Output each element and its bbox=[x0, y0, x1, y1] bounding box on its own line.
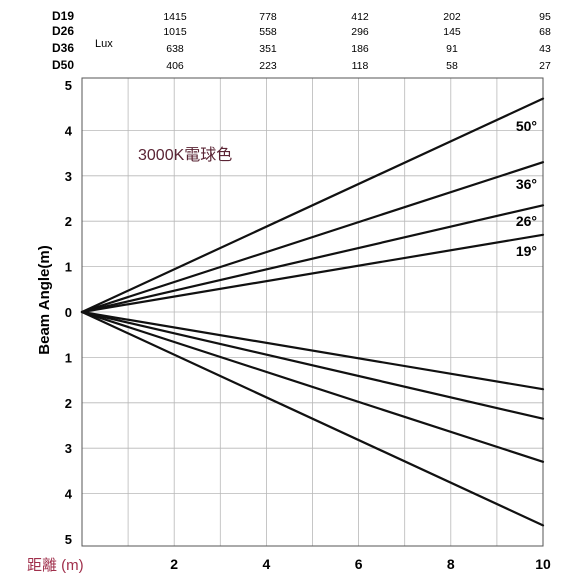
table-cell: 406 bbox=[166, 60, 184, 72]
x-tick-label: 6 bbox=[355, 556, 363, 572]
x-tick-label: 8 bbox=[447, 556, 455, 572]
lux-table: Lux D19 1415 778 412 202 95 D26 1015 558 296 145 68… bbox=[52, 9, 551, 72]
table-row-label: D50 bbox=[52, 58, 74, 72]
y-tick-label: 4 bbox=[65, 123, 73, 138]
table-cell: 118 bbox=[352, 60, 369, 72]
beam-angle-label: 36° bbox=[516, 176, 537, 192]
table-cell: 778 bbox=[259, 11, 277, 23]
beam-line-lower bbox=[80, 310, 545, 391]
beam-lines bbox=[80, 97, 545, 527]
table-cell: 186 bbox=[351, 43, 369, 55]
beam-line-upper bbox=[80, 204, 545, 314]
beam-line-lower bbox=[80, 310, 545, 463]
y-axis-label: Beam Angle(m) bbox=[36, 245, 53, 354]
table-row-label: D36 bbox=[52, 41, 74, 55]
beam-angle-label: 26° bbox=[516, 213, 537, 229]
beam-angle-label: 19° bbox=[516, 243, 537, 259]
chart-grid bbox=[82, 78, 543, 546]
y-tick-label: 1 bbox=[65, 260, 72, 275]
table-cell: 412 bbox=[351, 11, 369, 23]
table-cell: 43 bbox=[539, 43, 551, 55]
table-cell: 91 bbox=[446, 43, 458, 55]
table-cell: 202 bbox=[443, 11, 461, 23]
y-tick-label: 3 bbox=[65, 441, 72, 456]
table-cell: 351 bbox=[259, 43, 277, 55]
table-cell: 1015 bbox=[163, 26, 187, 38]
table-cell: 58 bbox=[446, 60, 458, 72]
table-cell: 68 bbox=[539, 26, 551, 38]
beam-line-upper bbox=[80, 161, 545, 314]
table-cell: 1415 bbox=[163, 11, 187, 23]
x-tick-label: 10 bbox=[535, 556, 551, 572]
x-tick-labels: 2 4 6 8 10 bbox=[170, 556, 551, 572]
y-tick-label: 1 bbox=[65, 350, 72, 365]
y-tick-labels: 5 4 3 2 1 0 1 2 3 4 5 bbox=[65, 78, 73, 547]
y-tick-label: 3 bbox=[65, 169, 72, 184]
table-cell: 145 bbox=[443, 26, 461, 38]
table-cell: 223 bbox=[259, 60, 277, 72]
table-cell: 296 bbox=[351, 26, 369, 38]
beam-line-upper bbox=[80, 233, 545, 314]
angle-labels: 50° 36° 26° 19° bbox=[516, 118, 537, 259]
beam-line-upper bbox=[80, 97, 545, 314]
table-cell: 95 bbox=[539, 11, 551, 23]
beam-angle-label: 50° bbox=[516, 118, 537, 134]
lux-unit-label: Lux bbox=[95, 38, 113, 50]
table-cell: 558 bbox=[259, 26, 277, 38]
beam-line-lower bbox=[80, 310, 545, 527]
x-axis-label: 距離 (m) bbox=[27, 556, 84, 574]
y-tick-label: 5 bbox=[65, 532, 72, 547]
table-row-label: D26 bbox=[52, 24, 74, 38]
x-tick-label: 4 bbox=[263, 556, 271, 572]
table-cell: 27 bbox=[539, 60, 551, 72]
x-tick-label: 2 bbox=[170, 556, 178, 572]
table-cell: 638 bbox=[166, 43, 184, 55]
y-tick-label: 5 bbox=[65, 78, 72, 93]
y-tick-label: 2 bbox=[65, 214, 72, 229]
y-tick-label: 0 bbox=[65, 305, 72, 320]
color-temp-annotation: 3000K電球色 bbox=[138, 146, 232, 164]
y-tick-label: 2 bbox=[65, 396, 72, 411]
y-tick-label: 4 bbox=[65, 487, 73, 502]
table-row-label: D19 bbox=[52, 9, 74, 23]
beam-line-lower bbox=[80, 310, 545, 420]
